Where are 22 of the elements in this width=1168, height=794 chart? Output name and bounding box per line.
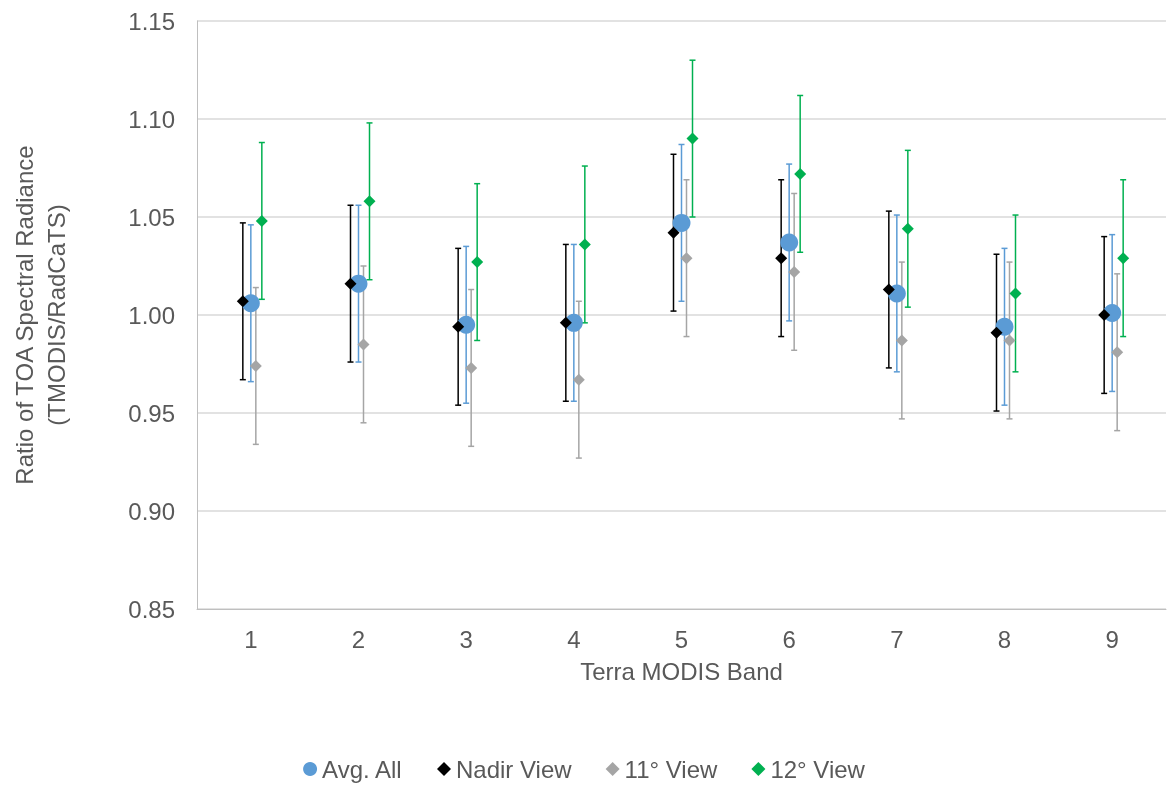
y-tick-label: 0.95 (128, 399, 175, 427)
x-tick-label: 4 (567, 625, 581, 653)
y-tick-label: 1.15 (128, 7, 175, 35)
x-tick-label: 1 (244, 625, 258, 653)
legend-label: 11° View (624, 755, 719, 783)
x-tick-label: 7 (890, 625, 904, 653)
x-axis-title: Terra MODIS Band (580, 657, 783, 685)
y-tick-label: 0.90 (128, 497, 175, 525)
x-tick-label: 6 (782, 625, 796, 653)
x-tick-label: 3 (459, 625, 473, 653)
y-tick-label: 1.05 (128, 203, 175, 231)
x-tick-label: 2 (351, 625, 366, 653)
x-tick-label: 8 (997, 625, 1012, 653)
x-tick-label: 9 (1105, 625, 1119, 653)
y-tick-label: 1.10 (128, 105, 175, 133)
y-axis-title: Ratio of TOA Spectral Radiance (TMODIS/RadCaTS) (10, 145, 70, 485)
legend-label: Nadir View (456, 755, 573, 783)
y-tick-label: 0.85 (128, 595, 175, 623)
y-tick-label: 1.00 (128, 301, 175, 329)
legend-label: Avg. All (322, 755, 402, 783)
x-tick-label: 5 (674, 625, 689, 653)
legend-label: 12° View (770, 755, 866, 783)
